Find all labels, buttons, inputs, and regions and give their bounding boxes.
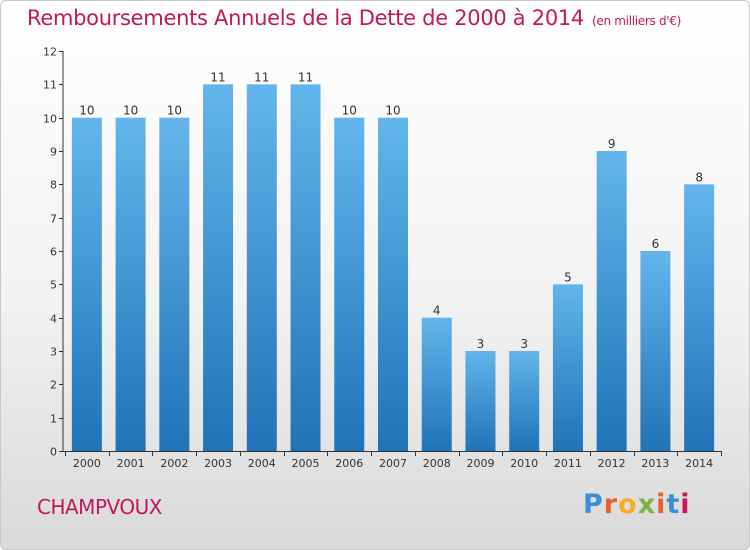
bar: [378, 117, 408, 452]
x-tick-label: 2005: [292, 457, 320, 470]
bar: [465, 351, 496, 451]
bar: [552, 284, 583, 451]
bar-value-label: 3: [477, 337, 485, 351]
x-tick-label: 2001: [117, 457, 145, 470]
commune-name: CHAMPVOUX: [37, 495, 162, 519]
x-tick-label: 2000: [73, 457, 101, 470]
logo-letter: x: [637, 489, 657, 520]
x-tick-label: 2011: [554, 457, 582, 470]
y-tick-label: 10: [43, 113, 57, 126]
bar-value-label: 10: [342, 104, 357, 118]
x-tick-label: 2014: [685, 457, 713, 470]
chart-title: Remboursements Annuels de la Dette de 20…: [27, 6, 681, 30]
x-tick-label: 2013: [641, 457, 669, 470]
bar: [640, 251, 671, 451]
bar-value-label: 8: [695, 170, 703, 184]
logo-letter: o: [618, 489, 638, 520]
chart-title-text: Remboursements Annuels de la Dette de 20…: [27, 6, 584, 30]
y-tick-label: 4: [50, 313, 57, 326]
proxiti-logo: Proxiti: [583, 489, 691, 520]
x-tick-label: 2002: [160, 457, 188, 470]
x-tick-label: 2007: [379, 457, 407, 470]
y-tick-label: 2: [50, 379, 57, 392]
x-tick-label: 2003: [204, 457, 232, 470]
bar-value-label: 10: [167, 104, 182, 118]
y-tick-label: 8: [50, 179, 57, 192]
x-tick-label: 2012: [598, 457, 626, 470]
bar: [71, 117, 102, 452]
y-tick-label: 1: [50, 413, 57, 426]
bar-value-label: 4: [433, 304, 441, 318]
bar-value-label: 9: [608, 137, 616, 151]
bar-value-label: 11: [298, 70, 313, 84]
x-tick-label: 2008: [423, 457, 451, 470]
y-tick-label: 5: [50, 279, 57, 292]
bar: [509, 351, 540, 451]
logo-letter: t: [666, 489, 681, 520]
logo-letter: i: [656, 489, 667, 520]
bar: [290, 84, 321, 451]
x-tick-label: 2006: [335, 457, 363, 470]
bar: [246, 84, 277, 451]
bar: [203, 84, 234, 451]
bar: [421, 317, 452, 451]
chart-subtitle: (en milliers d'€): [592, 14, 682, 28]
bar: [596, 151, 627, 451]
x-tick-label: 2009: [466, 457, 494, 470]
bar: [159, 117, 190, 452]
bar-value-label: 5: [564, 270, 572, 284]
bar-value-label: 10: [385, 104, 400, 118]
bar: [334, 117, 365, 452]
x-tick-label: 2004: [248, 457, 276, 470]
y-tick-label: 6: [50, 246, 57, 259]
bar-value-label: 3: [520, 337, 528, 351]
bar: [115, 117, 146, 452]
bar-value-label: 10: [123, 104, 138, 118]
y-tick-label: 11: [43, 79, 57, 92]
y-tick-label: 7: [50, 213, 57, 226]
x-tick-label: 2010: [510, 457, 538, 470]
y-tick-label: 9: [50, 146, 57, 159]
y-tick-label: 0: [50, 446, 57, 459]
bar-value-label: 11: [254, 70, 269, 84]
bar-value-label: 6: [652, 237, 660, 251]
y-tick-label: 3: [50, 346, 57, 359]
bar-value-label: 10: [79, 104, 94, 118]
bar: [684, 184, 715, 452]
y-tick-label: 12: [43, 46, 57, 59]
logo-letter: r: [603, 489, 619, 520]
logo-letter: i: [680, 489, 691, 520]
logo-letter: P: [583, 489, 604, 520]
bar-value-label: 11: [210, 70, 225, 84]
